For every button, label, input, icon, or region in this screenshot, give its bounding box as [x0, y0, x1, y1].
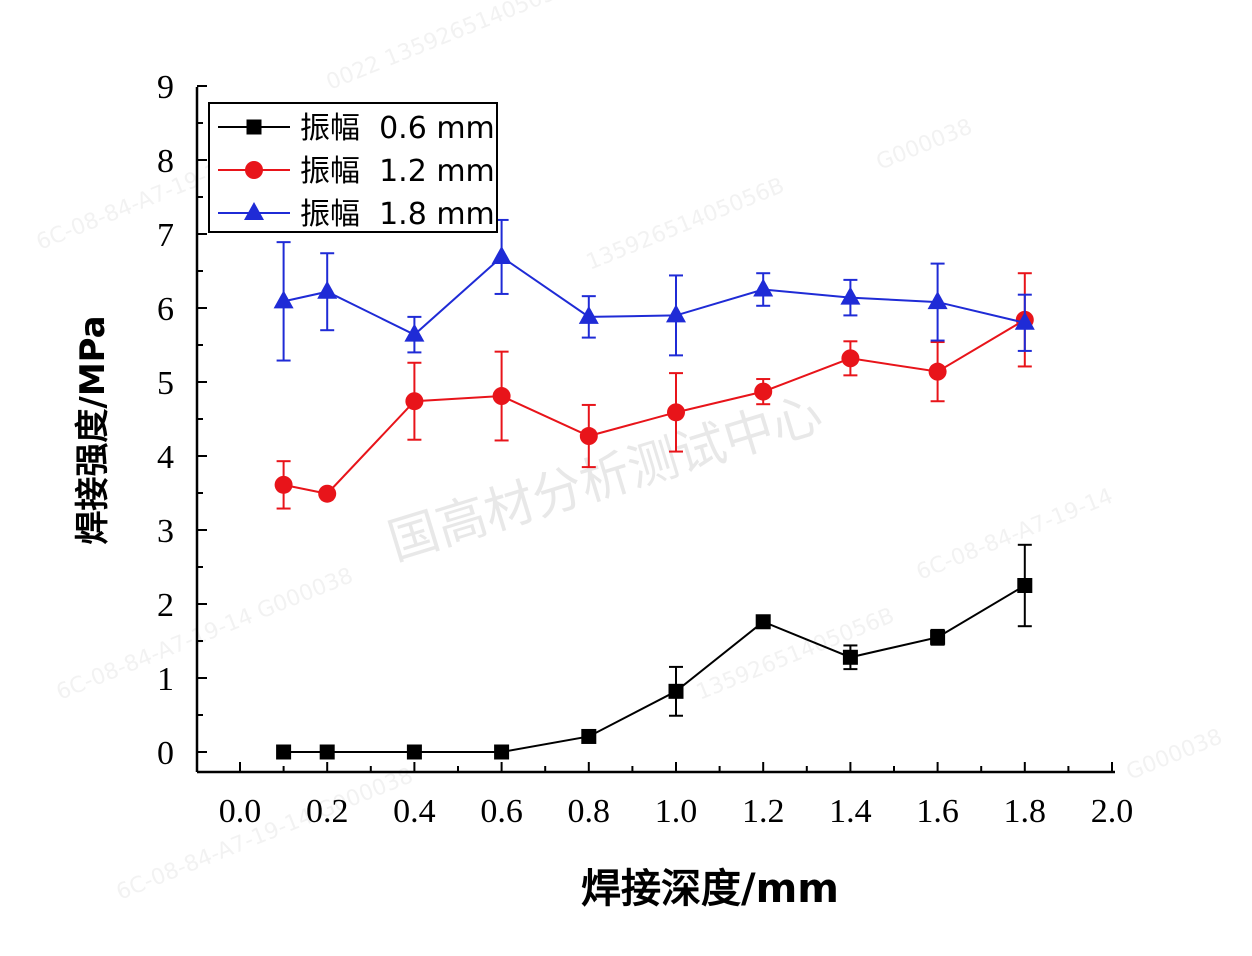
y-tick-label: 6	[157, 291, 174, 328]
axis-ticks: 0.0 0.2 0.4 0.6 0.8 1.0 1.2 1.4 1.6 1.8 2.0 0 1 2 3 4 5 6…	[157, 69, 1133, 830]
data-point	[930, 629, 946, 645]
y-tick-label: 4	[157, 439, 174, 476]
data-point	[928, 362, 947, 381]
data-point	[406, 744, 422, 760]
y-tick-label: 8	[157, 143, 174, 180]
legend-marker	[244, 202, 264, 220]
legend-marker	[245, 161, 263, 179]
series-line	[283, 255, 1026, 336]
data-point	[317, 280, 338, 299]
legend-label: 振幅 1.8 mm	[300, 197, 495, 232]
x-tick-label: 0.8	[568, 793, 611, 830]
data-point	[755, 614, 771, 630]
data-point	[492, 387, 511, 406]
x-tick-label: 0.0	[219, 793, 262, 830]
y-tick-label: 0	[157, 735, 174, 772]
y-axis-title: 焊接强度/MPa	[73, 315, 113, 544]
data-point	[494, 744, 510, 760]
axes	[195, 87, 1115, 774]
data-point	[491, 245, 512, 264]
y-tick-label: 3	[157, 513, 174, 550]
data-point	[404, 323, 425, 342]
x-tick-label: 0.6	[480, 793, 523, 830]
data-point	[840, 286, 861, 305]
x-tick-label: 1.0	[655, 793, 698, 830]
y-tick-label: 5	[157, 365, 174, 402]
legend-label: 振幅 0.6 mm	[300, 111, 495, 146]
x-tick-label: 2.0	[1091, 793, 1134, 830]
data-point	[754, 382, 773, 401]
x-tick-label: 1.6	[916, 793, 959, 830]
data-point	[581, 728, 597, 744]
data-point	[276, 744, 292, 760]
data-point	[318, 484, 337, 503]
data-point	[579, 427, 598, 446]
data-point	[578, 305, 599, 324]
x-tick-label: 0.4	[393, 793, 436, 830]
x-tick-label: 1.2	[742, 793, 785, 830]
data-point	[273, 290, 294, 309]
series-1	[276, 543, 1033, 760]
data-point	[927, 291, 948, 310]
data-point	[667, 403, 685, 422]
y-tick-label: 7	[157, 217, 174, 254]
x-axis-title: 焊接深度/mm	[581, 866, 839, 912]
x-tick-label: 1.8	[1004, 793, 1047, 830]
data-point	[1014, 311, 1035, 330]
x-tick-label: 1.4	[829, 793, 872, 830]
y-tick-label: 1	[157, 661, 174, 698]
data-point	[842, 649, 858, 665]
data-point	[405, 392, 424, 411]
y-tick-label: 2	[157, 587, 174, 624]
data-point	[666, 304, 686, 323]
series-line	[283, 318, 1026, 495]
legend: 振幅 0.6 mm 振幅 1.2 mm 振幅 1.8 mm	[208, 102, 498, 233]
data-point	[668, 683, 684, 699]
legend-marker	[246, 119, 262, 135]
legend-label: 振幅 1.2 mm	[300, 154, 495, 189]
data-point	[753, 278, 774, 297]
data-point	[319, 744, 335, 760]
data-point	[1017, 578, 1033, 593]
series-line	[283, 584, 1026, 753]
x-tick-label: 0.2	[306, 793, 349, 830]
data-point	[274, 475, 293, 494]
series-layer	[273, 218, 1035, 760]
y-tick-label: 9	[157, 69, 174, 106]
series-3	[273, 218, 1035, 362]
data-point	[841, 349, 860, 368]
